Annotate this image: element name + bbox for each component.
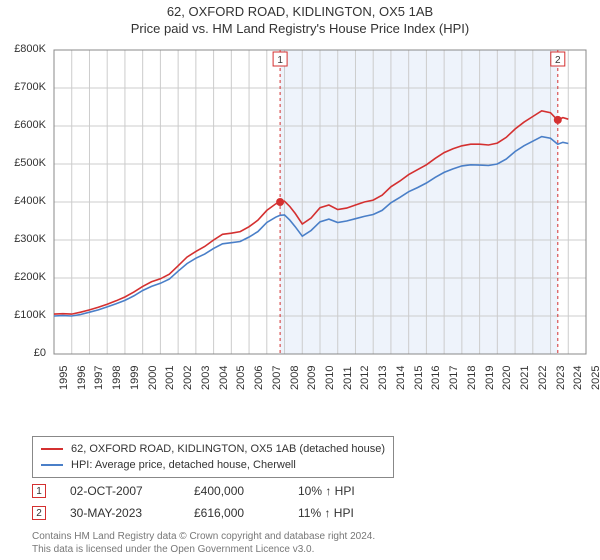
x-tick-label: 2009: [306, 366, 318, 390]
footer-line1: Contains HM Land Registry data © Crown c…: [32, 530, 375, 543]
x-tick-label: 2015: [413, 366, 425, 390]
y-tick-label: £300K: [0, 233, 46, 245]
title-block: 62, OXFORD ROAD, KIDLINGTON, OX5 1AB Pri…: [0, 0, 600, 36]
transaction-price: £400,000: [194, 484, 274, 498]
x-tick-label: 2018: [466, 366, 478, 390]
x-tick-label: 2012: [359, 366, 371, 390]
y-tick-label: £400K: [0, 195, 46, 207]
legend-swatch: [41, 464, 63, 466]
transaction-table: 1 02-OCT-2007 £400,000 10% ↑ HPI 2 30-MAY-202…: [32, 480, 378, 524]
chart-svg: 12: [0, 44, 600, 400]
x-tick-label: 2002: [182, 366, 194, 390]
y-tick-label: £100K: [0, 309, 46, 321]
x-tick-label: 1995: [58, 366, 70, 390]
x-tick-label: 2005: [235, 366, 247, 390]
x-tick-label: 1997: [93, 366, 105, 390]
y-tick-label: £200K: [0, 271, 46, 283]
x-tick-label: 2013: [377, 366, 389, 390]
x-tick-label: 2019: [484, 366, 496, 390]
x-tick-label: 2006: [253, 366, 265, 390]
legend-item: HPI: Average price, detached house, Cher…: [41, 457, 385, 473]
legend-label: 62, OXFORD ROAD, KIDLINGTON, OX5 1AB (de…: [71, 441, 385, 457]
x-tick-label: 2014: [395, 366, 407, 390]
y-tick-label: £800K: [0, 43, 46, 55]
legend-swatch: [41, 448, 63, 450]
x-tick-label: 2023: [555, 366, 567, 390]
x-tick-label: 1996: [76, 366, 88, 390]
x-tick-label: 2001: [164, 366, 176, 390]
x-tick-label: 1999: [129, 366, 141, 390]
x-tick-label: 2003: [200, 366, 212, 390]
transaction-badge: 2: [32, 506, 46, 520]
svg-text:2: 2: [555, 55, 561, 66]
footer-attribution: Contains HM Land Registry data © Crown c…: [32, 530, 375, 556]
x-tick-label: 1998: [111, 366, 123, 390]
y-tick-label: £700K: [0, 81, 46, 93]
x-tick-label: 2000: [147, 366, 159, 390]
transaction-row: 2 30-MAY-2023 £616,000 11% ↑ HPI: [32, 502, 378, 524]
title-line2: Price paid vs. HM Land Registry's House …: [0, 21, 600, 36]
x-tick-label: 2022: [537, 366, 549, 390]
x-tick-label: 2011: [342, 366, 354, 390]
transaction-row: 1 02-OCT-2007 £400,000 10% ↑ HPI: [32, 480, 378, 502]
page-container: 62, OXFORD ROAD, KIDLINGTON, OX5 1AB Pri…: [0, 0, 600, 560]
x-tick-label: 2025: [590, 366, 600, 390]
y-tick-label: £500K: [0, 157, 46, 169]
x-tick-label: 2017: [448, 366, 460, 390]
transaction-pct: 10% ↑ HPI: [298, 484, 378, 498]
transaction-date: 02-OCT-2007: [70, 484, 170, 498]
transaction-pct: 11% ↑ HPI: [298, 506, 378, 520]
x-tick-label: 2016: [430, 366, 442, 390]
y-tick-label: £0: [0, 347, 46, 359]
chart-area: 12 £0£100K£200K£300K£400K£500K£600K£700K…: [0, 44, 600, 400]
transaction-badge: 1: [32, 484, 46, 498]
legend-label: HPI: Average price, detached house, Cher…: [71, 457, 296, 473]
x-tick-label: 2007: [271, 366, 283, 390]
transaction-date: 30-MAY-2023: [70, 506, 170, 520]
y-tick-label: £600K: [0, 119, 46, 131]
x-tick-label: 2020: [501, 366, 513, 390]
title-line1: 62, OXFORD ROAD, KIDLINGTON, OX5 1AB: [0, 4, 600, 19]
x-tick-label: 2021: [519, 366, 531, 390]
legend-item: 62, OXFORD ROAD, KIDLINGTON, OX5 1AB (de…: [41, 441, 385, 457]
x-tick-label: 2004: [218, 366, 230, 390]
x-tick-label: 2008: [289, 366, 301, 390]
footer-line2: This data is licensed under the Open Gov…: [32, 543, 375, 556]
svg-text:1: 1: [277, 55, 283, 66]
transaction-price: £616,000: [194, 506, 274, 520]
x-tick-label: 2024: [572, 366, 584, 390]
x-tick-label: 2010: [324, 366, 336, 390]
legend-box: 62, OXFORD ROAD, KIDLINGTON, OX5 1AB (de…: [32, 436, 394, 478]
